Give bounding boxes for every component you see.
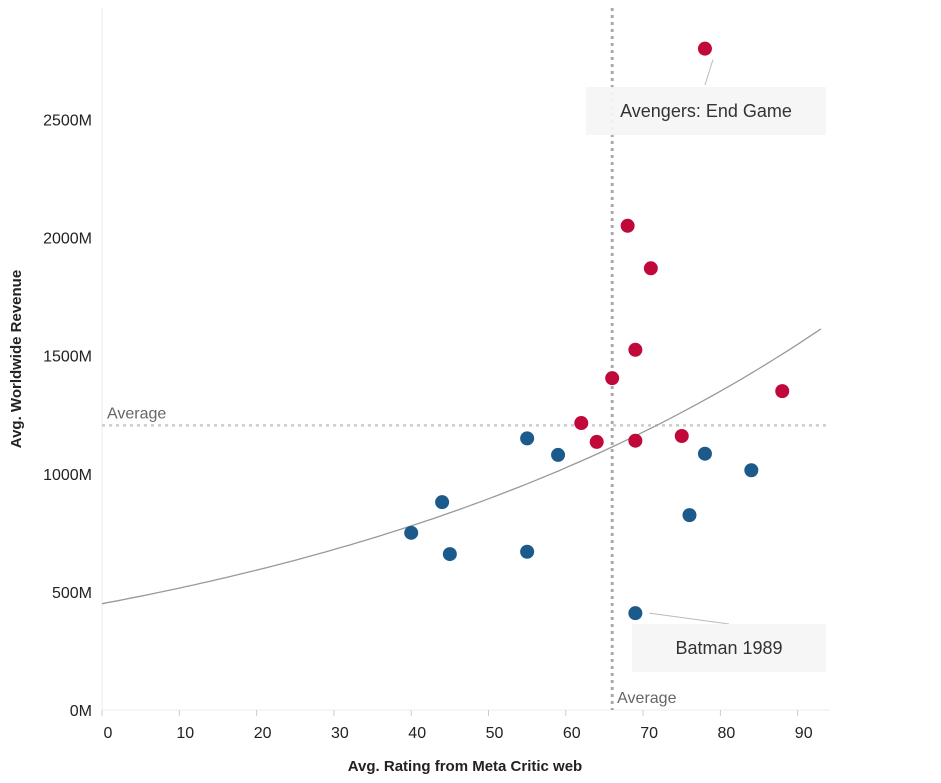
annotation-box xyxy=(632,624,826,672)
data-point xyxy=(520,431,535,446)
data-point xyxy=(628,433,643,448)
data-point xyxy=(551,447,566,462)
annotation-callout: Avengers: End Game xyxy=(586,59,826,135)
y-axis-ticks: 0M 500M 1000M 1500M 2000M 2500M xyxy=(43,113,92,721)
data-point xyxy=(697,446,712,461)
reference-lines: Average Average xyxy=(102,8,830,710)
annotation-leader xyxy=(649,612,730,625)
x-average-label: Average xyxy=(617,690,676,707)
x-tick-label: 50 xyxy=(486,725,504,742)
x-axis-title: Avg. Rating from Meta Critic web xyxy=(348,758,582,775)
data-point xyxy=(574,416,589,431)
y-tick-label: 1000M xyxy=(43,467,92,484)
annotation-label: Batman 1989 xyxy=(675,638,782,658)
y-tick-label: 1500M xyxy=(43,349,92,366)
x-tick-label: 30 xyxy=(331,725,349,742)
annotation-callout: Batman 1989 xyxy=(632,612,826,672)
data-point xyxy=(620,218,635,233)
annotation-leader xyxy=(704,59,714,86)
data-point xyxy=(520,544,535,559)
data-point xyxy=(643,261,658,276)
trend-line xyxy=(101,328,822,605)
data-point xyxy=(682,508,697,523)
y-tick-label: 0M xyxy=(70,703,92,720)
x-tick-label: 70 xyxy=(640,725,658,742)
data-point xyxy=(628,342,643,357)
y-average-label: Average xyxy=(107,405,166,422)
x-tick-label: 60 xyxy=(563,725,581,742)
x-tick-label: 80 xyxy=(718,725,736,742)
x-tick-label: 10 xyxy=(176,725,194,742)
data-point xyxy=(589,434,604,449)
y-tick-label: 500M xyxy=(52,585,92,602)
data-point xyxy=(697,41,712,56)
annotation-label: Avengers: End Game xyxy=(620,101,792,121)
data-point xyxy=(435,495,450,510)
y-tick-label: 2500M xyxy=(43,113,92,130)
x-tick-label: 20 xyxy=(254,725,272,742)
annotation-box xyxy=(586,87,826,135)
data-point xyxy=(744,463,759,478)
y-axis-title: Avg. Worldwide Revenue xyxy=(8,270,25,448)
data-point xyxy=(628,606,643,621)
x-axis-ticks: 0 10 20 30 40 50 60 70 80 90 xyxy=(101,710,813,742)
data-point xyxy=(442,547,457,562)
annotations: Avengers: End Game Batman 1989 xyxy=(586,59,826,672)
data-point xyxy=(674,429,689,444)
x-tick-label: 90 xyxy=(795,725,813,742)
data-points xyxy=(404,41,790,621)
x-tick-label: 0 xyxy=(104,725,113,742)
y-tick-label: 2000M xyxy=(43,231,92,248)
data-point xyxy=(775,384,790,399)
data-point xyxy=(605,371,620,386)
x-tick-label: 40 xyxy=(408,725,426,742)
data-point xyxy=(404,525,419,540)
